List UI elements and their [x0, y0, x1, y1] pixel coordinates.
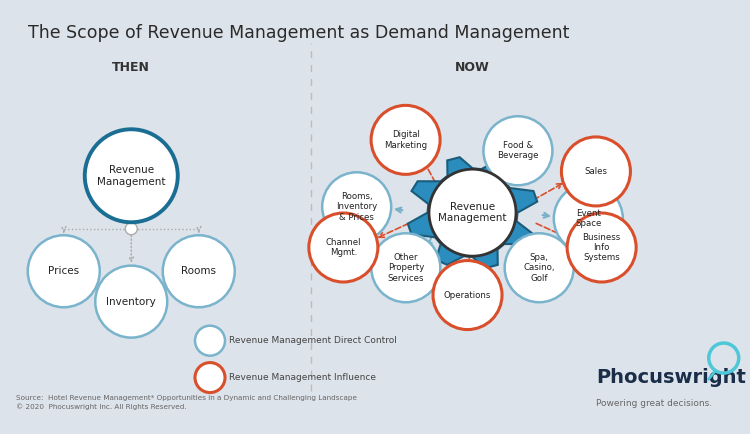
Ellipse shape: [554, 184, 622, 253]
Ellipse shape: [28, 235, 100, 307]
Ellipse shape: [567, 213, 636, 282]
Ellipse shape: [85, 129, 178, 222]
Ellipse shape: [322, 172, 392, 241]
Ellipse shape: [195, 326, 225, 356]
Ellipse shape: [163, 235, 235, 307]
Ellipse shape: [95, 266, 167, 338]
Ellipse shape: [562, 137, 631, 206]
Text: Revenue Management Influence: Revenue Management Influence: [229, 373, 376, 382]
Text: Rooms: Rooms: [182, 266, 216, 276]
Ellipse shape: [371, 233, 440, 302]
Text: Revenue
Management: Revenue Management: [97, 165, 166, 187]
Text: Inventory: Inventory: [106, 296, 156, 307]
Text: Powering great decisions.: Powering great decisions.: [596, 399, 712, 408]
Polygon shape: [408, 157, 537, 268]
Ellipse shape: [429, 169, 516, 256]
Ellipse shape: [505, 233, 574, 302]
Text: Operations: Operations: [444, 291, 491, 299]
Text: Spa,
Casino,
Golf: Spa, Casino, Golf: [524, 253, 555, 283]
Text: THEN: THEN: [112, 61, 150, 74]
Text: Rooms,
Inventory
& Prices: Rooms, Inventory & Prices: [336, 192, 377, 222]
Text: Business
Info
Systems: Business Info Systems: [583, 233, 621, 263]
Text: The Scope of Revenue Management as Demand Management: The Scope of Revenue Management as Deman…: [28, 24, 570, 42]
Ellipse shape: [484, 116, 553, 185]
Text: Digital
Marketing: Digital Marketing: [384, 130, 427, 150]
Text: Revenue Management Direct Control: Revenue Management Direct Control: [229, 336, 397, 345]
Text: Channel
Mgmt.: Channel Mgmt.: [326, 238, 361, 257]
Text: Phocuswright: Phocuswright: [596, 368, 746, 387]
Ellipse shape: [309, 213, 378, 282]
Ellipse shape: [371, 105, 440, 174]
Text: Source:  Hotel Revenue Management* Opportunities in a Dynamic and Challenging La: Source: Hotel Revenue Management* Opport…: [16, 395, 358, 410]
Ellipse shape: [125, 223, 137, 235]
Text: Sales: Sales: [584, 167, 608, 176]
Text: Revenue
Management: Revenue Management: [438, 202, 507, 224]
Text: Prices: Prices: [48, 266, 80, 276]
Text: NOW: NOW: [455, 61, 490, 74]
Text: Event
Space: Event Space: [575, 209, 602, 228]
Text: Food &
Beverage: Food & Beverage: [497, 141, 538, 161]
Ellipse shape: [195, 362, 225, 393]
Text: Other
Property
Services: Other Property Services: [388, 253, 424, 283]
Ellipse shape: [433, 260, 502, 329]
